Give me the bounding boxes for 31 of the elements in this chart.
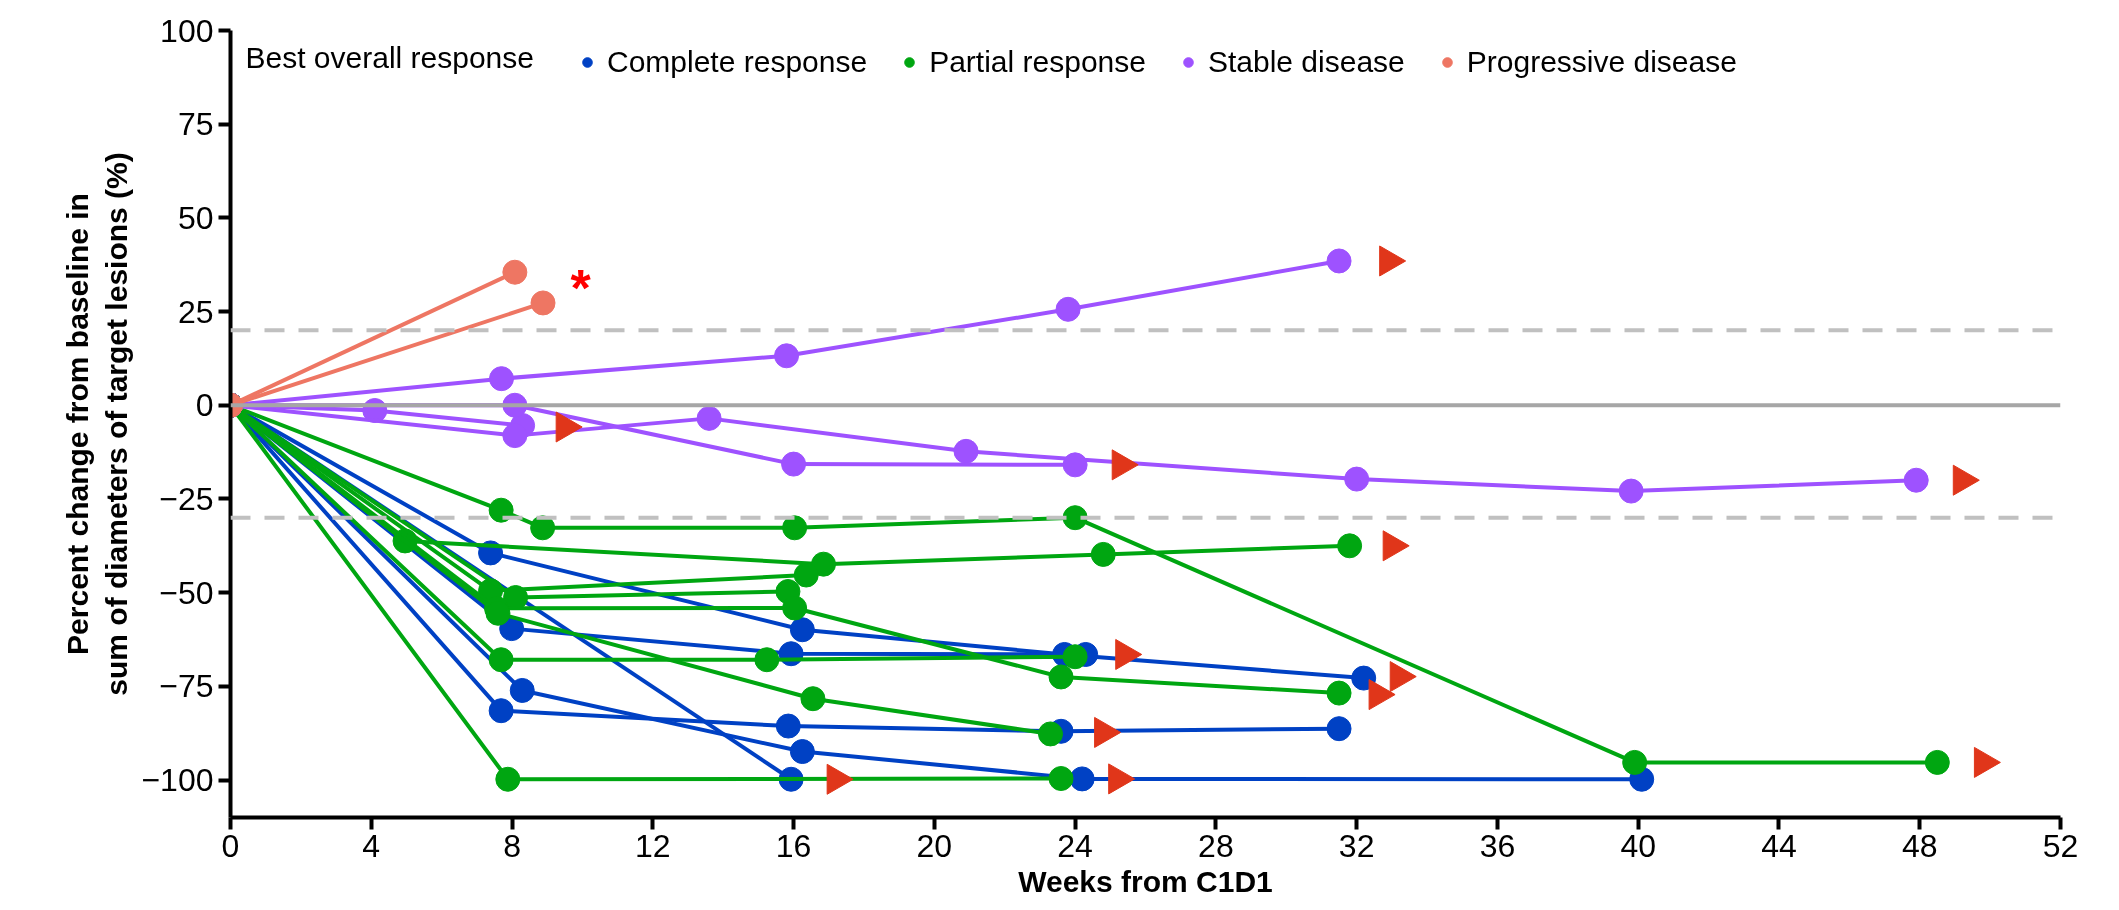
legend-title: Best overall response bbox=[245, 41, 534, 74]
y-axis-title: Percent change from baseline in sum of diameters of target lesions (%) bbox=[60, 152, 134, 696]
x-tick-label: 0 bbox=[221, 827, 240, 864]
y-tick-label: −75 bbox=[159, 668, 214, 705]
x-tick-label: 52 bbox=[2042, 827, 2079, 864]
x-tick-label: 36 bbox=[1479, 827, 1516, 864]
y-tick-label: −25 bbox=[159, 480, 214, 517]
legend-label: Stable disease bbox=[1207, 45, 1405, 79]
x-tick-label: 40 bbox=[1620, 827, 1656, 864]
y-tick-label: 0 bbox=[195, 387, 214, 424]
legend-label: Complete response bbox=[607, 45, 868, 79]
y-tick-label: 75 bbox=[177, 106, 214, 143]
x-tick-label: 12 bbox=[635, 827, 671, 864]
legend-label: Partial response bbox=[929, 45, 1146, 79]
y-tick-label: 100 bbox=[160, 12, 214, 49]
legend-label: Progressive disease bbox=[1466, 45, 1737, 79]
x-tick-label: 44 bbox=[1761, 827, 1797, 864]
x-axis-title: Weeks from C1D1 bbox=[1018, 864, 1273, 898]
x-tick-label: 24 bbox=[1057, 827, 1093, 864]
x-tick-label: 32 bbox=[1338, 827, 1375, 864]
y-tick-label: −50 bbox=[159, 574, 214, 611]
x-tick-label: 20 bbox=[916, 827, 953, 864]
x-tick-label: 8 bbox=[503, 827, 521, 864]
x-tick-label: 28 bbox=[1198, 827, 1234, 864]
x-tick-label: 48 bbox=[1901, 827, 1938, 864]
y-tick-label: 50 bbox=[177, 199, 214, 236]
x-tick-label: 16 bbox=[775, 827, 812, 864]
annotation: * bbox=[570, 258, 592, 317]
x-tick-label: 4 bbox=[362, 827, 381, 864]
y-tick-label: 25 bbox=[177, 293, 214, 330]
y-tick-label: −100 bbox=[141, 762, 214, 799]
